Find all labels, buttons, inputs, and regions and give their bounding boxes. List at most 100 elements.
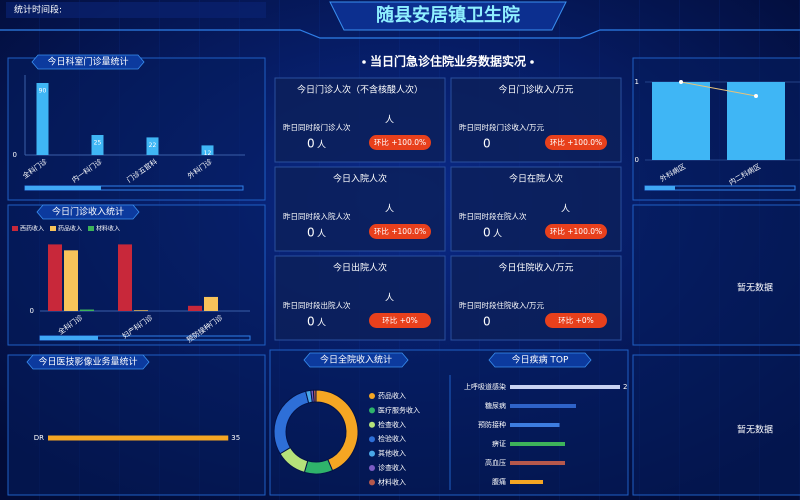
empty-note: 暂无数据	[737, 282, 773, 294]
bar	[201, 145, 214, 155]
kpi-compare-label: 昨日同时段出院人次	[283, 300, 351, 310]
legend-dot	[369, 393, 375, 399]
panel-title: 今日科室门诊量统计	[47, 56, 128, 68]
legend-dot	[369, 479, 375, 486]
legend-swatch	[50, 226, 56, 231]
value-label: 35	[231, 434, 240, 442]
kpi-compare-value: 0	[483, 315, 491, 329]
panel-tab	[303, 352, 409, 368]
value-label: 90	[39, 88, 47, 95]
panel-tab	[488, 352, 592, 368]
trend-dot	[754, 94, 758, 99]
value-label: 22	[149, 142, 157, 149]
kpi-title: 今日入院人次	[333, 173, 387, 185]
bar	[80, 309, 94, 311]
panel-tab	[31, 54, 145, 70]
trend-dot	[679, 80, 683, 84]
panel-title: 今日全院收入统计	[320, 354, 392, 366]
kpi-unit: 人	[385, 293, 394, 304]
center-title: 当日门急诊住院业务数据实况	[370, 54, 526, 69]
kpi-title: 今日出院人次	[333, 262, 387, 274]
kpi-title: 今日门诊收入/万元	[498, 84, 573, 96]
kpi-compare-value: 0	[307, 315, 315, 329]
kpi-ratio: 环比 +0%	[382, 315, 418, 325]
y-tick-label: DR	[34, 434, 44, 442]
panel	[632, 204, 800, 346]
legend-dot	[369, 465, 375, 471]
kpi-compare-unit: 人	[317, 140, 326, 151]
legend-swatch	[12, 226, 18, 231]
kpi-ratio-badge	[369, 135, 431, 150]
kpi-ratio-badge	[369, 224, 431, 239]
empty-note: 暂无数据	[737, 424, 773, 436]
bullet	[362, 60, 366, 64]
legend-label: 医疗服务收入	[378, 405, 420, 414]
kpi-unit: 人	[561, 204, 570, 215]
header-frame	[329, 1, 567, 31]
panel-title: 今日医技影像业务量统计	[38, 356, 137, 368]
panel	[7, 57, 266, 201]
bar	[652, 82, 710, 160]
legend-dot	[369, 421, 375, 428]
y-tick-label: 1	[635, 78, 639, 86]
scroll-thumb	[40, 336, 98, 340]
kpi-ratio: 环比 +100.0%	[550, 137, 602, 147]
kpi-compare-label: 昨日同时段门诊收入/万元	[459, 122, 545, 132]
legend-dot	[369, 407, 375, 414]
legend-label: 材料收入	[378, 477, 406, 486]
kpi-ratio-badge	[545, 224, 607, 239]
scroll-thumb	[645, 186, 675, 190]
kpi-compare-value: 0	[307, 137, 315, 151]
panel-title: 今日疾病 TOP	[512, 354, 569, 366]
panel-title: 今日门诊收入统计	[52, 206, 124, 218]
y-tick-label: 预防接种	[478, 420, 506, 429]
bar	[64, 250, 78, 311]
kpi-compare-unit: 人	[493, 229, 502, 240]
kpi-ratio-badge	[545, 135, 607, 150]
scroll-thumb	[25, 186, 101, 190]
legend-label: 西药收入	[20, 225, 44, 233]
bar	[510, 461, 565, 465]
bar	[727, 82, 785, 160]
kpi-ratio-badge	[369, 313, 431, 328]
kpi-compare-unit: 人	[317, 229, 326, 240]
y-tick-label: 痹证	[492, 439, 506, 448]
bar	[510, 442, 565, 446]
legend-label: 检验收入	[378, 434, 406, 443]
donut-slice	[303, 458, 334, 475]
header-line	[0, 29, 800, 39]
kpi-unit: 人	[385, 115, 394, 126]
legend-label: 药品收入	[58, 225, 82, 233]
page-title: 随县安居镇卫生院	[376, 4, 520, 26]
value-label: 25	[94, 140, 102, 147]
y-tick-label: 0	[30, 307, 34, 315]
panel-tab	[26, 354, 150, 370]
kpi-unit: 人	[385, 204, 394, 215]
kpi-title: 今日住院收入/万元	[498, 262, 573, 274]
period-box	[6, 2, 266, 18]
bar	[146, 137, 159, 155]
panel	[7, 354, 266, 496]
kpi-ratio: 环比 +0%	[558, 315, 594, 325]
bullet	[530, 60, 534, 64]
bar	[510, 423, 560, 427]
y-tick-label: 腹痛	[492, 477, 506, 486]
y-tick-label: 高血压	[485, 458, 506, 467]
kpi-compare-unit: 人	[317, 318, 326, 329]
y-tick-label: 糖尿病	[485, 401, 506, 410]
bar	[91, 135, 104, 155]
bar	[134, 310, 148, 311]
y-tick-label: 上呼吸道感染	[464, 382, 506, 391]
legend-label: 诊查收入	[378, 463, 406, 472]
y-tick-label: 0	[13, 151, 17, 159]
trend-line	[680, 81, 757, 97]
bar	[118, 244, 132, 311]
legend-label: 其他收入	[378, 449, 406, 458]
bar	[48, 244, 62, 311]
legend-dot	[369, 436, 375, 443]
kpi-ratio: 环比 +100.0%	[374, 137, 426, 147]
bar	[510, 404, 576, 408]
bar	[48, 435, 229, 441]
legend-dot	[369, 450, 375, 457]
